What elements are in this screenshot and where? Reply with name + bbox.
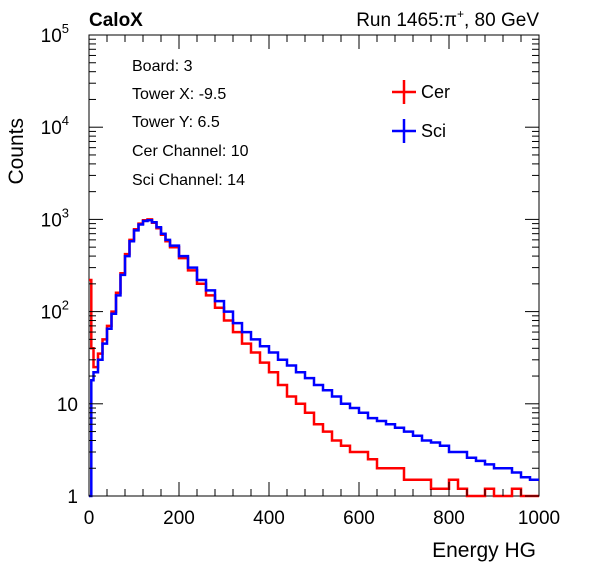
y-tick-exponent: 5 xyxy=(62,21,69,36)
run-title: Run 1465:π+, 80 GeV xyxy=(356,7,539,31)
y-tick-base: 10 xyxy=(41,118,62,139)
legend-label: Cer xyxy=(421,82,450,102)
y-tick-label: 103 xyxy=(41,205,69,231)
y-tick-base: 10 xyxy=(41,303,62,324)
info-block: Board: 3 Tower X: -9.5 Tower Y: 6.5 Cer … xyxy=(132,58,249,189)
y-tick-label: 102 xyxy=(41,298,69,324)
x-tick-label: 1000 xyxy=(518,508,560,529)
experiment-title: CaloX xyxy=(89,10,143,31)
y-tick-exponent: 3 xyxy=(62,205,69,220)
plot-frame xyxy=(88,34,540,497)
y-tick-base: 1 xyxy=(67,487,78,508)
x-tick-label: 600 xyxy=(343,508,375,529)
x-axis: 0 200 400 600 800 1000 xyxy=(84,35,560,529)
y-axis-title: Counts xyxy=(5,118,28,185)
run-label: Run 1465: xyxy=(356,10,444,31)
y-tick-base: 10 xyxy=(57,395,78,416)
y-tick-label: 105 xyxy=(41,21,69,47)
info-board: Board: 3 xyxy=(132,58,193,75)
legend-entry-sci: Sci xyxy=(392,119,446,143)
y-tick-label: 10 xyxy=(57,395,78,416)
series-sci-line xyxy=(89,218,539,498)
series-layer xyxy=(89,218,539,498)
particle-symbol: π xyxy=(444,10,457,31)
legend: Cer Sci xyxy=(392,80,450,143)
x-tick-label: 400 xyxy=(253,508,285,529)
y-tick-label: 104 xyxy=(41,113,69,139)
series-cer-line xyxy=(89,218,539,498)
x-tick-label: 800 xyxy=(433,508,465,529)
info-sci-channel: Sci Channel: 14 xyxy=(132,172,245,189)
x-tick-label: 0 xyxy=(84,508,95,529)
y-tick-base: 10 xyxy=(41,26,62,47)
info-tower-x: Tower X: -9.5 xyxy=(132,86,226,103)
y-tick-exponent: 2 xyxy=(62,298,69,313)
legend-label: Sci xyxy=(421,121,446,141)
legend-entry-cer: Cer xyxy=(392,80,450,104)
y-tick-label: 1 xyxy=(67,487,78,508)
x-axis-title: Energy HG xyxy=(432,539,536,562)
y-tick-exponent: 4 xyxy=(62,113,69,128)
info-cer-channel: Cer Channel: 10 xyxy=(132,143,249,160)
run-energy: , 80 GeV xyxy=(464,10,539,31)
info-tower-y: Tower Y: 6.5 xyxy=(132,114,220,131)
x-tick-label: 200 xyxy=(163,508,195,529)
particle-charge: + xyxy=(457,7,464,21)
y-tick-base: 10 xyxy=(41,210,62,231)
